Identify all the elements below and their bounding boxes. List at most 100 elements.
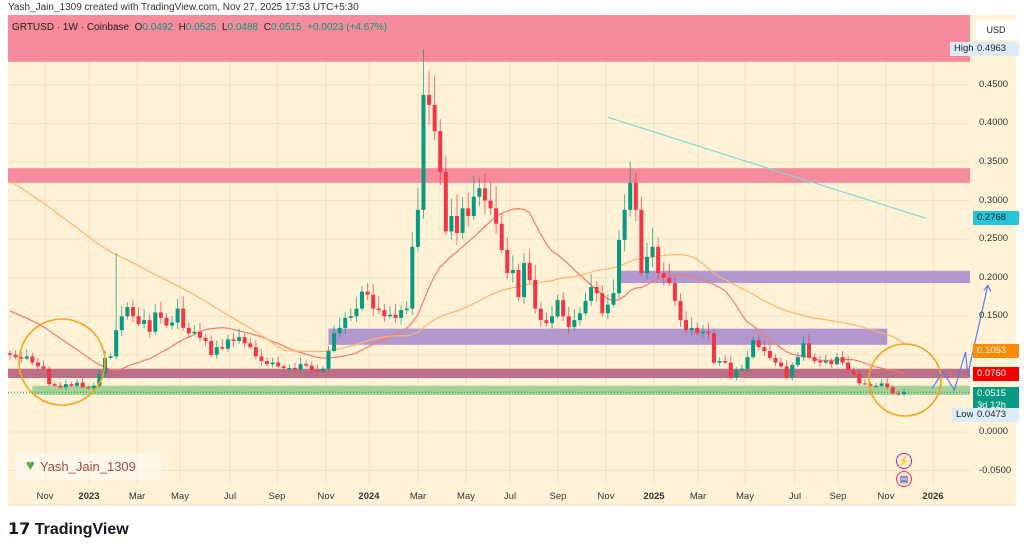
time-axis-label: Jul: [223, 491, 237, 502]
candle-body: [281, 366, 286, 368]
candle-body: [684, 320, 689, 331]
candle-body: [86, 387, 91, 389]
candle-body: [304, 364, 309, 366]
candle-body: [862, 383, 867, 385]
candle-body: [667, 277, 672, 284]
candle-body: [371, 294, 376, 309]
open-value: 0.0492: [142, 22, 174, 33]
time-axis-label: Mar: [128, 491, 146, 502]
candle-body: [706, 331, 711, 334]
high-value: 0.0525: [185, 22, 217, 33]
chart-caption: Yash_Jain_1309 created with TradingView.…: [8, 2, 359, 13]
currency-button[interactable]: USD: [976, 20, 1016, 40]
candle-body: [745, 357, 750, 369]
time-axis-label: May: [736, 491, 754, 502]
candle-body: [594, 286, 599, 294]
candle-body: [80, 382, 85, 388]
level-tag: 0.0760: [973, 367, 1019, 381]
candle-body: [577, 313, 582, 321]
low-value: 0.0488: [227, 22, 259, 33]
candle-body: [410, 246, 415, 309]
candle-body: [583, 300, 588, 314]
moving-average-line: [9, 207, 905, 374]
candle-body: [24, 356, 29, 359]
candle-body: [354, 308, 359, 317]
high-tag: 0.4963: [973, 42, 1019, 56]
candle-body: [890, 387, 895, 394]
candle-body: [292, 367, 297, 370]
candle-body: [795, 357, 800, 365]
time-axis-label: May: [457, 491, 475, 502]
heart-icon: ♥: [26, 457, 35, 474]
zone-rect: [8, 368, 970, 379]
zone-rect: [32, 385, 971, 395]
candle-body: [197, 331, 202, 338]
long-moving-average-line: [607, 116, 927, 220]
candle-body: [242, 337, 247, 344]
candle-body: [840, 357, 845, 363]
candle-body: [516, 270, 521, 298]
symbol-header: GRTUSD · 1W · Coinbase O0.0492 H0.0525 L…: [12, 22, 387, 33]
candle-body: [253, 347, 258, 357]
candle-body: [220, 347, 225, 349]
time-axis-label: Nov: [597, 491, 615, 502]
candle-body: [421, 94, 426, 210]
price-axis-label: 0.3000: [979, 194, 1009, 206]
watermark: Yash_Jain_1309: [15, 453, 162, 480]
candle-body: [728, 362, 733, 378]
candle-body: [259, 356, 264, 362]
candle-body: [790, 364, 795, 378]
candle-body: [689, 327, 694, 331]
candle-body: [644, 256, 649, 274]
candle-body: [544, 320, 549, 324]
candle-body: [181, 308, 186, 328]
candle-body: [192, 331, 197, 334]
zone-rect: [8, 15, 970, 62]
candle-body: [427, 94, 432, 105]
candle-body: [661, 273, 666, 278]
candle-body: [443, 172, 448, 232]
candle-body: [767, 351, 772, 358]
candle-body: [52, 384, 57, 386]
candle-body: [8, 353, 12, 355]
candle-body: [455, 216, 459, 233]
candle-body: [672, 283, 677, 301]
candle-body: [639, 209, 644, 274]
price-axis-label: 0.0000: [979, 426, 1009, 437]
candle-body: [404, 308, 409, 311]
candle-body: [494, 208, 499, 224]
highlight-circle: [18, 318, 106, 406]
candle-body: [829, 361, 834, 365]
candle-body: [561, 300, 566, 317]
candle-body: [108, 356, 113, 358]
candle-body: [209, 340, 214, 355]
candle-body: [47, 368, 52, 385]
projection-path: [931, 285, 989, 392]
candle-body: [622, 209, 627, 240]
candle-body: [231, 339, 236, 341]
time-axis-label: Nov: [36, 491, 54, 502]
candle-body: [136, 316, 141, 325]
time-axis-label: 2023: [78, 491, 100, 502]
candle-body: [214, 347, 219, 355]
candle-body: [365, 291, 370, 295]
time-axis-label: Sep: [829, 491, 847, 502]
candle-body: [119, 316, 124, 331]
lightning-event-icon[interactable]: ⚡: [896, 453, 912, 469]
candle-body: [460, 208, 465, 233]
candle-body: [175, 308, 180, 323]
tradingview-logo[interactable]: 𝟭𝟳 TradingView: [8, 519, 129, 539]
ma-slow-tag: 0.1053: [973, 344, 1019, 358]
candle-body: [857, 374, 862, 384]
candle-body: [360, 291, 365, 309]
candle-body: [97, 374, 102, 386]
candle-body: [499, 223, 504, 250]
candle-body: [225, 339, 230, 349]
us-flag-event-icon[interactable]: ▤: [896, 471, 912, 487]
candle-body: [265, 361, 270, 365]
candle-body: [35, 362, 40, 367]
candle-body: [203, 337, 208, 341]
candle-body: [712, 333, 717, 363]
candle-body: [466, 208, 471, 217]
